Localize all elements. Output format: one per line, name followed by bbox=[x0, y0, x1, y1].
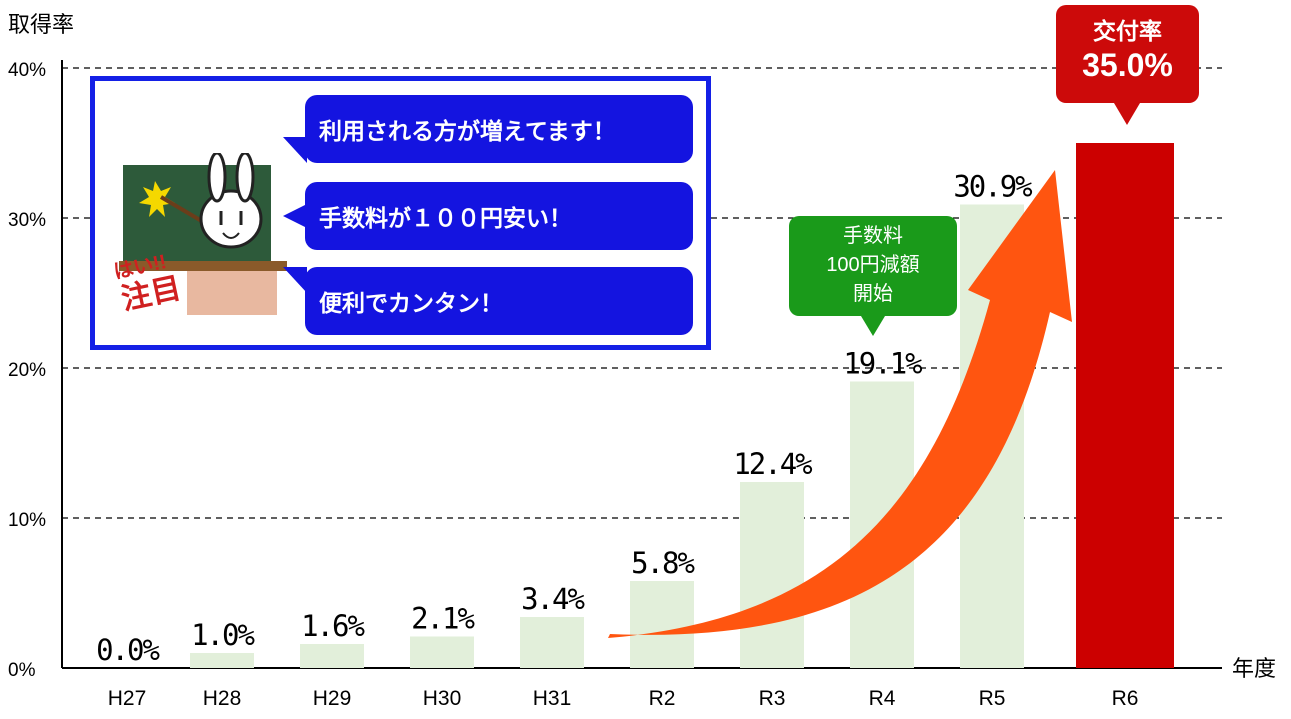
y-tick-label: 40% bbox=[8, 60, 46, 81]
x-tick-label: R6 bbox=[1112, 687, 1139, 710]
x-tick-label: H27 bbox=[108, 687, 147, 710]
x-tick-label: R2 bbox=[649, 687, 676, 710]
y-tick-label: 0% bbox=[8, 660, 36, 681]
data-label: 2.1% bbox=[411, 602, 474, 636]
growth-arrow-icon bbox=[608, 170, 1072, 638]
x-tick-label: H29 bbox=[313, 687, 352, 710]
bar-H30 bbox=[410, 636, 474, 668]
data-label: 1.6% bbox=[301, 609, 364, 643]
speech-bubble-fee: 手数料が１００円安い！ bbox=[283, 182, 693, 250]
issuance-rate-value: 35.0% bbox=[1082, 47, 1173, 83]
data-label: 5.8% bbox=[631, 546, 694, 580]
data-label: 19.1% bbox=[843, 347, 922, 381]
data-label: 12.4% bbox=[733, 447, 812, 481]
bar-H31 bbox=[520, 617, 584, 668]
fee-reduction-note: 手数料 100円減額 開始 bbox=[789, 216, 957, 336]
x-tick-label: R3 bbox=[759, 687, 786, 710]
x-tick-label: R4 bbox=[869, 687, 896, 710]
x-tick-label: H30 bbox=[423, 687, 462, 710]
data-label: 1.0% bbox=[191, 618, 254, 652]
note-line: 手数料 bbox=[843, 225, 903, 247]
x-tick-label: R5 bbox=[979, 687, 1006, 710]
speech-bubble-users: 利用される方が増えてます！ bbox=[283, 95, 693, 163]
x-tick-label: H31 bbox=[533, 687, 572, 710]
data-label: 30.9% bbox=[953, 170, 1032, 204]
callout-panel: はい!! 注目 利用される方が増えてます！ 手数料が１００円安い！ 便利でカンタ… bbox=[90, 76, 711, 350]
issuance-rate-note: 交付率 35.0% bbox=[1056, 5, 1199, 125]
issuance-rate-title: 交付率 bbox=[1093, 18, 1162, 44]
y-tick-label: 20% bbox=[8, 360, 46, 381]
rabbit-mascot-icon: はい!! 注目 bbox=[113, 153, 287, 316]
speech-bubble-easy: 便利でカンタン！ bbox=[305, 267, 693, 335]
x-tick-label: H28 bbox=[203, 687, 242, 710]
data-label: 3.4% bbox=[521, 582, 584, 616]
bar-H29 bbox=[300, 644, 364, 668]
bar-R3 bbox=[740, 482, 804, 668]
bar-R6 bbox=[1076, 143, 1174, 668]
y-tick-label: 30% bbox=[8, 210, 46, 231]
bar-R2 bbox=[630, 581, 694, 668]
bar-H28 bbox=[190, 653, 254, 668]
note-line: 開始 bbox=[853, 283, 893, 305]
data-label: 0.0% bbox=[96, 633, 159, 667]
y-axis-label: 取得率 bbox=[8, 12, 74, 37]
note-line: 100円減額 bbox=[826, 254, 920, 276]
y-tick-label: 10% bbox=[8, 510, 46, 531]
x-axis-label: 年度 bbox=[1232, 656, 1276, 681]
